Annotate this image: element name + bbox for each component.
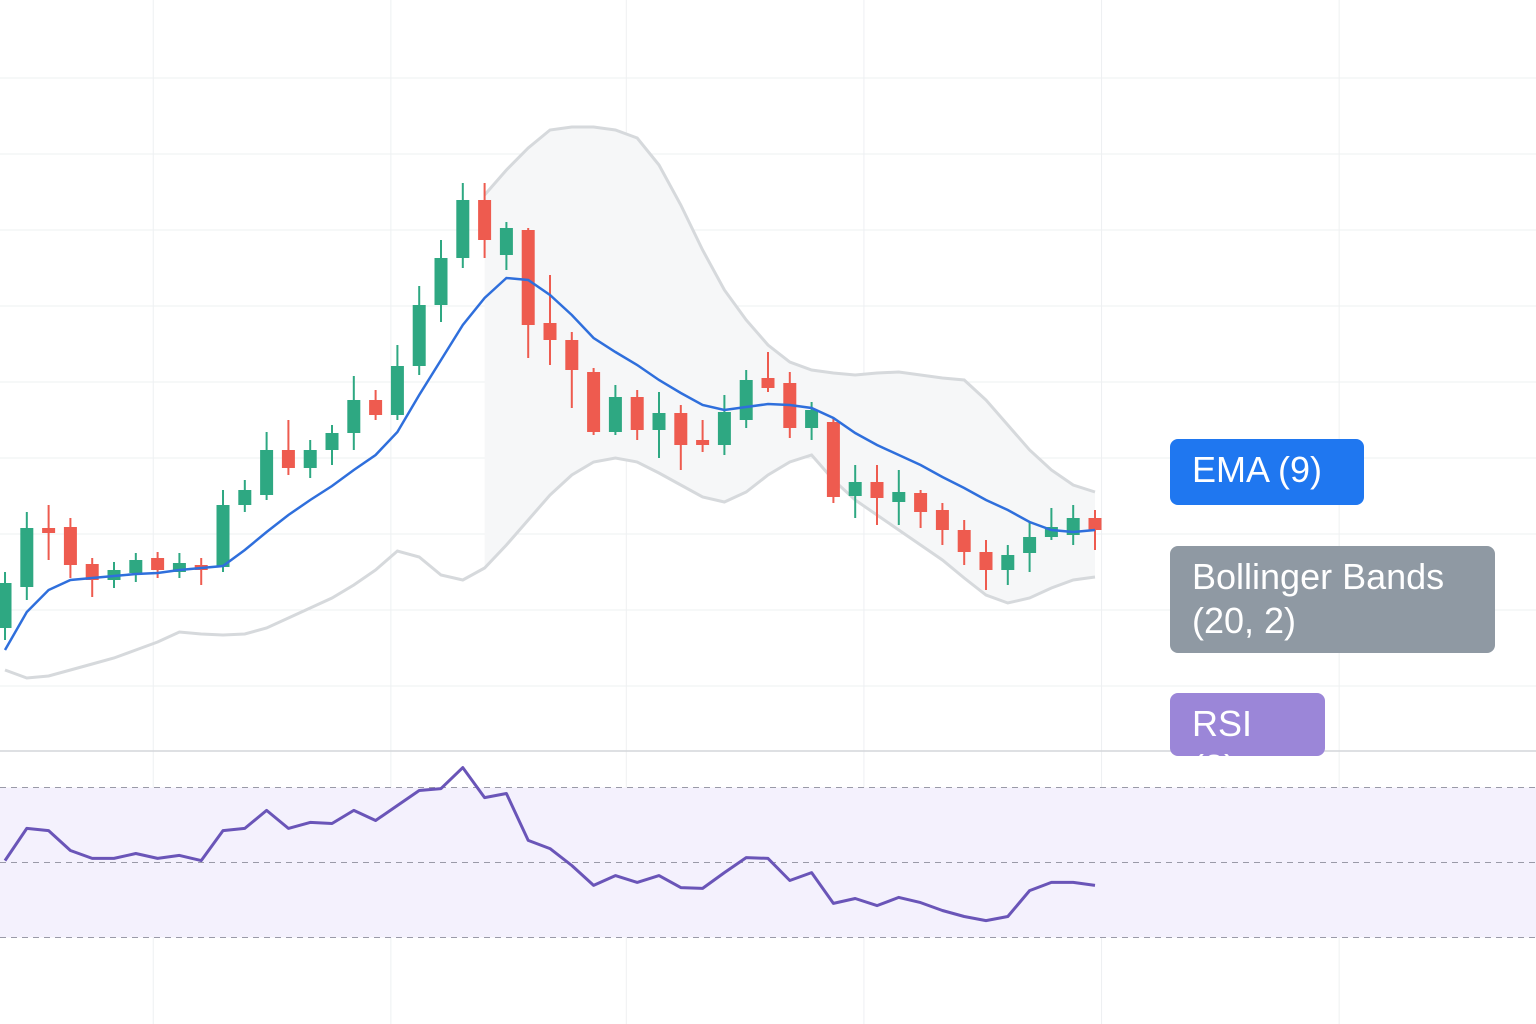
- candle-body: [957, 530, 971, 552]
- candle-body: [935, 510, 949, 530]
- candle-body: [761, 378, 775, 388]
- candle-body: [630, 397, 644, 430]
- lower-band: [4, 453, 1096, 680]
- rsi-zone: [0, 787, 1536, 938]
- candle-body: [674, 413, 688, 445]
- candle-body: [565, 340, 579, 370]
- candle-body: [848, 482, 862, 496]
- candle-body: [979, 552, 993, 570]
- candle-body: [325, 433, 339, 450]
- candle-body: [85, 564, 99, 580]
- ema-badge[interactable]: EMA (9): [1170, 439, 1364, 505]
- candle-body: [717, 412, 731, 445]
- rsi-line: [3, 766, 1096, 923]
- candle-body: [390, 366, 404, 415]
- candle-body: [281, 450, 295, 468]
- candle-body: [20, 528, 34, 587]
- candle-body: [608, 397, 622, 432]
- candle-body: [0, 583, 12, 628]
- candle-body: [652, 413, 666, 430]
- candle-body: [260, 450, 274, 495]
- candle-body: [347, 400, 361, 433]
- band-fill: [484, 127, 1095, 603]
- upper-band: [483, 125, 1096, 494]
- candle-body: [151, 558, 165, 570]
- candle-body: [805, 410, 819, 428]
- ema-line: [3, 276, 1096, 651]
- candle-body: [739, 380, 753, 420]
- candle-body: [1044, 527, 1058, 537]
- candle-body: [478, 200, 492, 240]
- candle-body: [238, 490, 252, 505]
- candle-body: [172, 563, 186, 572]
- candle-body: [696, 440, 710, 445]
- candle-body: [1088, 518, 1102, 530]
- candle-body: [870, 482, 884, 498]
- candle-body: [521, 230, 535, 325]
- candle-body: [434, 258, 448, 305]
- candle-body: [129, 560, 143, 573]
- candle-body: [1023, 537, 1037, 553]
- candle-body: [543, 323, 557, 340]
- candle-body: [42, 528, 56, 533]
- candle-body: [63, 527, 77, 565]
- candle-body: [369, 400, 383, 415]
- candle-body: [303, 450, 317, 468]
- candle-body: [499, 228, 513, 255]
- candle-body: [892, 492, 906, 502]
- candle-body: [412, 305, 426, 366]
- candle-body: [826, 422, 840, 497]
- candle-body: [456, 200, 470, 258]
- candle-body: [216, 505, 230, 567]
- candle-body: [1001, 555, 1015, 570]
- bollinger-badge[interactable]: Bollinger Bands (20, 2): [1170, 546, 1495, 653]
- candle-body: [587, 372, 601, 432]
- rsi-badge[interactable]: RSI (3): [1170, 693, 1325, 788]
- candle-body: [914, 493, 928, 512]
